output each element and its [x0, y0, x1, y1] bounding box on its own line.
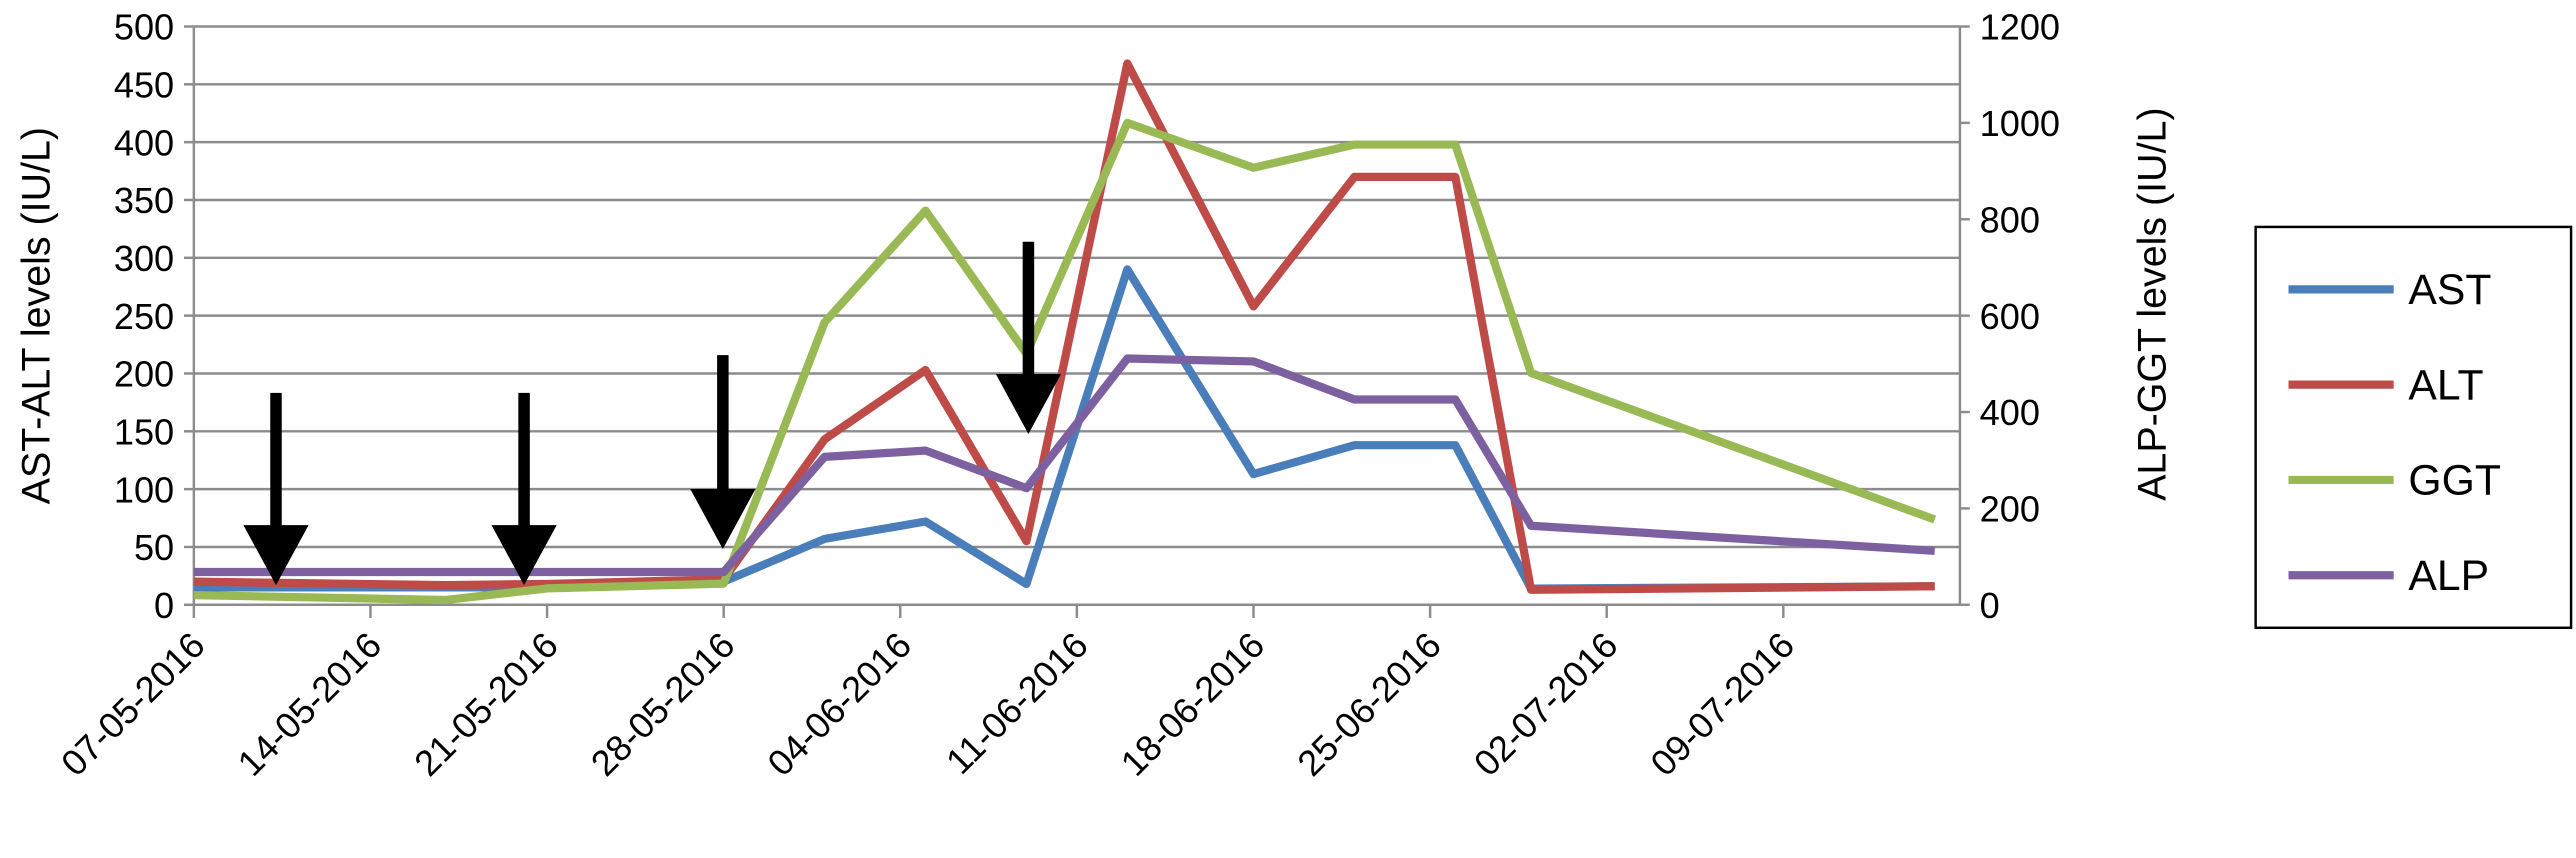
- legend-label: ALP: [2408, 552, 2489, 600]
- y2-tick-label: 400: [1980, 392, 2040, 433]
- arrow-head: [995, 373, 1062, 435]
- arrow-head: [690, 488, 756, 550]
- y2-tick-label: 800: [1980, 199, 2040, 240]
- legend-label: AST: [2408, 266, 2491, 314]
- x-tick-label: 18-06-2016: [1113, 624, 1273, 784]
- y-axis-title: AST-ALT levels (IU/L): [14, 127, 58, 504]
- x-tick-label: 21-05-2016: [406, 624, 566, 784]
- y-tick-label: 100: [114, 469, 174, 510]
- plot-area: 0 50 100 150 200 250 300 350 400 450 500 0 200 400 600…: [53, 7, 2060, 784]
- y-tick-label: 400: [114, 122, 174, 163]
- arrow-head: [243, 525, 309, 586]
- y-tick-label: 50: [134, 527, 174, 568]
- legend-label: ALT: [2408, 361, 2483, 409]
- legend-box: [2254, 225, 2573, 630]
- y-tick-label: 0: [154, 585, 174, 626]
- y-tick-label: 150: [114, 411, 174, 452]
- x-tick-label: 09-07-2016: [1642, 624, 1802, 784]
- y-tick-label: 350: [114, 180, 174, 221]
- x-tick-label: 02-07-2016: [1466, 624, 1626, 784]
- x-tick-label: 14-05-2016: [230, 624, 390, 784]
- legend-label: GGT: [2408, 457, 2501, 505]
- y2-tick-label: 1200: [1980, 7, 2060, 48]
- y2-axis-title: ALP-GGT levels (IU/L): [2130, 107, 2174, 500]
- y2-tick-label: 0: [1980, 585, 2000, 626]
- x-tick-label: 04-06-2016: [759, 624, 919, 784]
- x-tick-label: 11-06-2016: [938, 624, 1096, 782]
- series-line: [193, 59, 1935, 594]
- y2-tick-label: 1000: [1980, 103, 2060, 144]
- arrows: [243, 241, 1062, 586]
- y-tick-label: 200: [114, 354, 174, 395]
- y2-tick-label: 600: [1980, 296, 2040, 337]
- y-tick-label: 250: [114, 296, 174, 337]
- arrow-head: [491, 525, 557, 586]
- series-line: [193, 354, 1935, 577]
- x-tick-label: 25-06-2016: [1289, 624, 1449, 784]
- y2-tick-label: 200: [1980, 489, 2040, 530]
- x-tick-label: 28-05-2016: [583, 624, 743, 784]
- y-tick-label: 300: [114, 238, 174, 279]
- y-tick-label: 450: [114, 64, 174, 105]
- x-tick-label: 07-05-2016: [53, 624, 213, 784]
- y-tick-label: 500: [114, 7, 174, 48]
